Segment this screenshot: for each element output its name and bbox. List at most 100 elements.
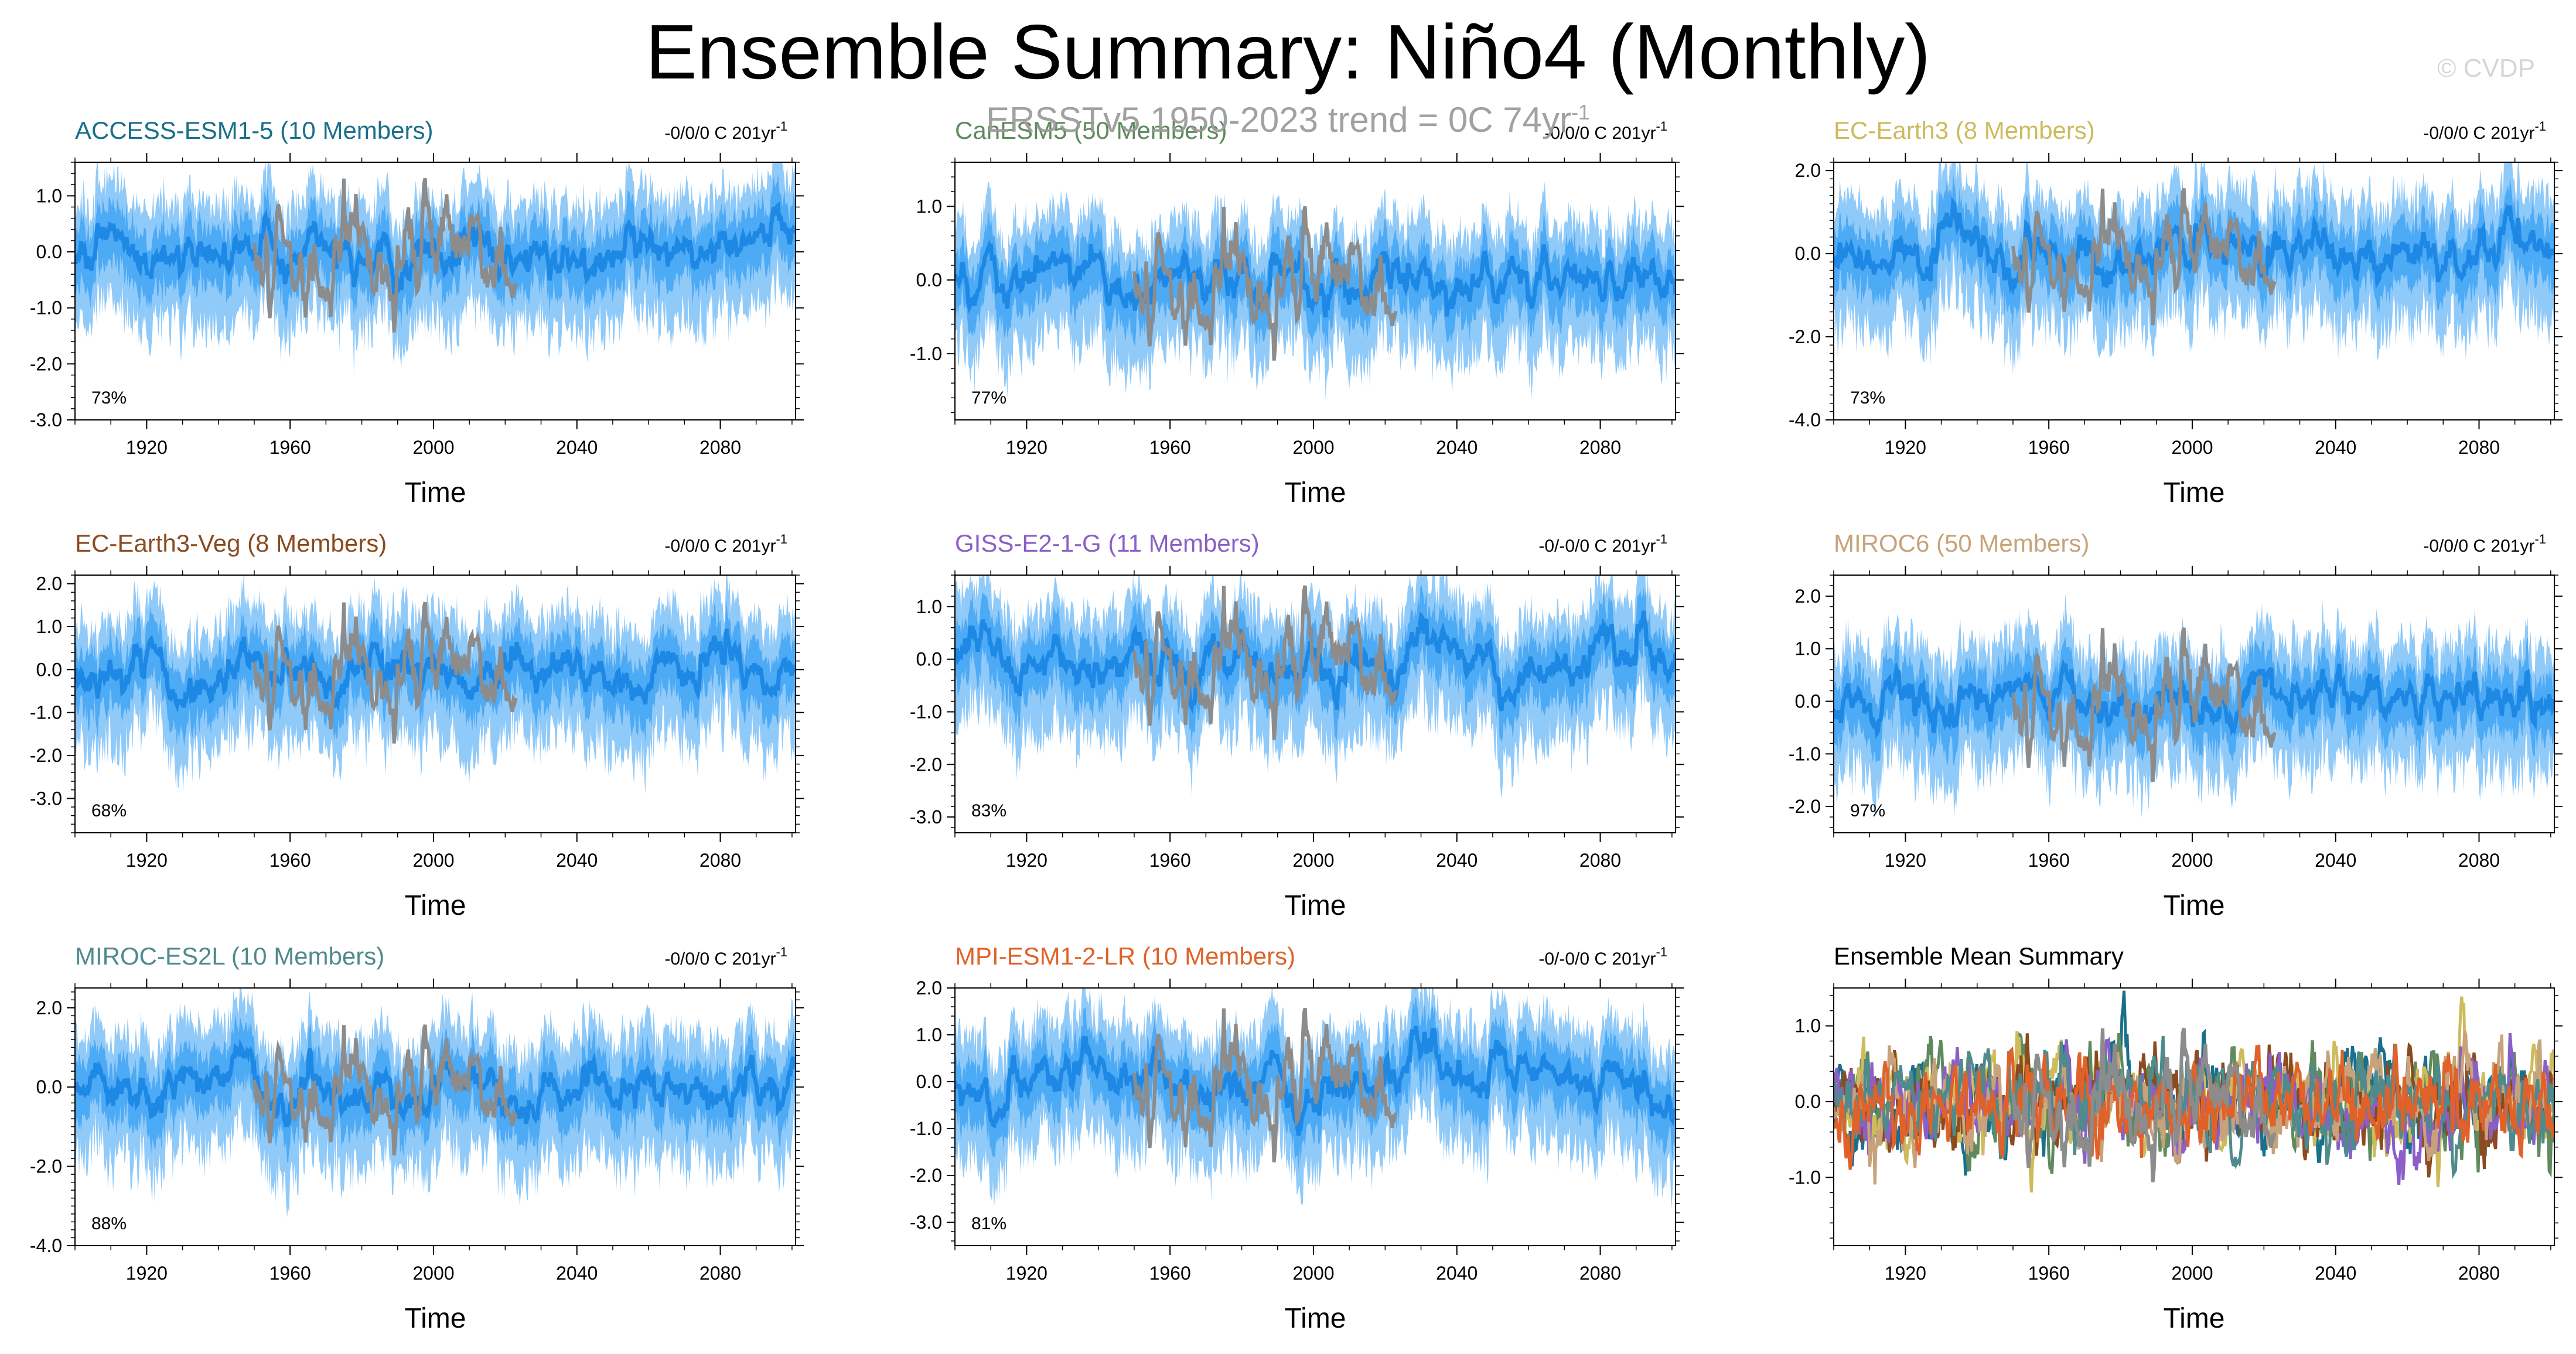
y-tick-label: -2.0	[30, 353, 62, 374]
x-tick-label: 1920	[126, 1263, 168, 1284]
x-tick-label: 2040	[2315, 437, 2356, 458]
x-tick-label: 2080	[2458, 1263, 2500, 1284]
y-tick-label: 2.0	[916, 977, 942, 999]
x-tick-label: 2000	[412, 437, 454, 458]
y-tick-label: 1.0	[1795, 638, 1821, 659]
y-tick-label: -1.0	[30, 298, 62, 319]
panel-trend-text: -0/0/0 C 201yr-1	[664, 945, 787, 969]
model-mean-line	[1834, 1044, 2554, 1170]
x-axis-label: Time	[1285, 1303, 1346, 1334]
x-axis-label: Time	[405, 890, 466, 921]
x-tick-label: 1920	[1885, 437, 1926, 458]
panel-trend-text: -0/-0/0 C 201yr-1	[1538, 945, 1667, 969]
x-axis-label: Time	[2164, 890, 2225, 921]
plot-frame	[954, 162, 1676, 420]
chart-panel: 2.0 0.0 -2.0 -4.0 1920 1960 2000 2040 2080 Time MI…	[30, 942, 804, 1334]
panel-trend-text: -0/0/0 C 201yr-1	[664, 119, 787, 143]
x-axis-label: Time	[1285, 890, 1346, 921]
panel-title: MIROC6 (50 Members)	[1834, 529, 2089, 557]
panel-title: EC-Earth3 (8 Members)	[1834, 117, 2095, 144]
x-tick-label: 2040	[1436, 437, 1478, 458]
x-tick-label: 2080	[1579, 1263, 1621, 1284]
x-tick-label: 2040	[2315, 1263, 2356, 1284]
panel-percent-label: 68%	[91, 801, 127, 820]
y-tick-label: -2.0	[1789, 796, 1821, 817]
plot-frame	[1833, 162, 2555, 420]
panel-percent-label: 97%	[1850, 801, 1885, 820]
ensemble-mean-line	[75, 628, 796, 713]
y-tick-label: 0.0	[1795, 243, 1821, 264]
x-tick-label: 2040	[2315, 850, 2356, 871]
y-tick-label: -2.0	[910, 1165, 942, 1186]
panel-trend-value: -0/0/0 C 201yr	[1544, 124, 1656, 143]
panel-trend-text: -0/0/0 C 201yr-1	[1544, 119, 1667, 143]
observations-line	[2011, 627, 2277, 782]
plot-area	[955, 181, 1676, 399]
chart-panel: 2.0 1.0 0.0 -1.0 -2.0 -3.0 1920 1960 2000 2040 208…	[910, 942, 1684, 1334]
x-tick-label: 2040	[556, 437, 598, 458]
y-tick-label: -1.0	[1789, 743, 1821, 764]
plot-area	[75, 162, 796, 375]
panel-trend-value: -0/0/0 C 201yr	[2423, 536, 2534, 556]
x-tick-label: 1960	[2028, 850, 2070, 871]
x-tick-label: 2080	[2458, 850, 2500, 871]
chart-panel: 2.0 0.0 -2.0 -4.0 1920 1960 2000 2040 2080 Time EC…	[1789, 117, 2563, 508]
plot-area	[955, 988, 1676, 1210]
x-tick-label: 2000	[412, 850, 454, 871]
panel-trend-superscript: -1	[1656, 119, 1667, 134]
panel-percent-label: 73%	[1850, 388, 1885, 408]
panel-trend-text: -0/0/0 C 201yr-1	[2423, 532, 2546, 556]
x-tick-label: 1960	[2028, 437, 2070, 458]
y-tick-label: -3.0	[30, 409, 62, 430]
y-tick-label: 2.0	[1795, 586, 1821, 607]
y-tick-label: 0.0	[36, 659, 62, 680]
y-tick-label: 0.0	[36, 241, 62, 262]
plot-frame	[74, 987, 796, 1246]
x-tick-label: 2040	[1436, 850, 1478, 871]
x-tick-label: 1960	[269, 437, 311, 458]
x-tick-label: 1960	[1149, 437, 1191, 458]
panel-trend-text: -0/-0/0 C 201yr-1	[1538, 532, 1667, 556]
observations-line	[253, 1024, 518, 1155]
y-tick-label: 0.0	[916, 269, 942, 290]
y-tick-label: -1.0	[910, 343, 942, 364]
panel-title: EC-Earth3-Veg (8 Members)	[75, 529, 387, 557]
x-axis-label: Time	[2164, 477, 2225, 508]
y-tick-label: -3.0	[30, 788, 62, 809]
x-tick-label: 1920	[1006, 437, 1048, 458]
x-tick-label: 2080	[700, 1263, 741, 1284]
y-tick-label: 0.0	[1795, 1091, 1821, 1112]
x-tick-label: 2080	[700, 437, 741, 458]
y-tick-label: -2.0	[30, 745, 62, 766]
x-tick-label: 1960	[1149, 1263, 1191, 1284]
panel-title: MIROC-ES2L (10 Members)	[75, 942, 384, 970]
x-tick-label: 2080	[1579, 437, 1621, 458]
panel-trend-superscript: -1	[776, 945, 787, 959]
cvdp-watermark: © CVDP	[2437, 54, 2535, 83]
plot-frame	[954, 575, 1676, 833]
y-tick-label: -1.0	[1789, 1167, 1821, 1188]
ensemble-mean-line	[75, 201, 796, 300]
y-tick-label: 0.0	[916, 649, 942, 670]
ensemble-mean-line	[955, 610, 1676, 714]
y-tick-label: -2.0	[30, 1156, 62, 1177]
panel-trend-value: -0/0/0 C 201yr	[2423, 124, 2534, 143]
panel-trend-value: -0/-0/0 C 201yr	[1538, 536, 1656, 556]
x-tick-label: 2040	[1436, 1263, 1478, 1284]
y-tick-label: 2.0	[36, 997, 62, 1018]
plot-area	[75, 575, 796, 795]
chart-panel: 1.0 0.0 -1.0 1920 1960 2000 2040 2080 Time Ensemb…	[1789, 942, 2563, 1334]
panel-title: CanESM5 (50 Members)	[955, 117, 1227, 144]
panel-percent-label: 73%	[91, 388, 127, 408]
x-tick-label: 1920	[1006, 850, 1048, 871]
panel-trend-superscript: -1	[1656, 945, 1667, 959]
chart-panel: 2.0 1.0 0.0 -1.0 -2.0 1920 1960 2000 2040 2080 Tim…	[1789, 529, 2563, 921]
panel-trend-superscript: -1	[2534, 119, 2546, 134]
y-tick-label: -4.0	[1789, 409, 1821, 430]
plot-frame	[74, 162, 796, 420]
plot-area	[955, 575, 1676, 799]
observation-trend-text: ERSSTv5 1950-2023 trend = 0C 74yr	[986, 100, 1571, 139]
panel-trend-value: -0/0/0 C 201yr	[664, 949, 776, 969]
x-tick-label: 2000	[2171, 850, 2213, 871]
chart-panel: 2.0 1.0 0.0 -1.0 -2.0 -3.0 1920 1960 2000 2040 208…	[30, 529, 804, 921]
